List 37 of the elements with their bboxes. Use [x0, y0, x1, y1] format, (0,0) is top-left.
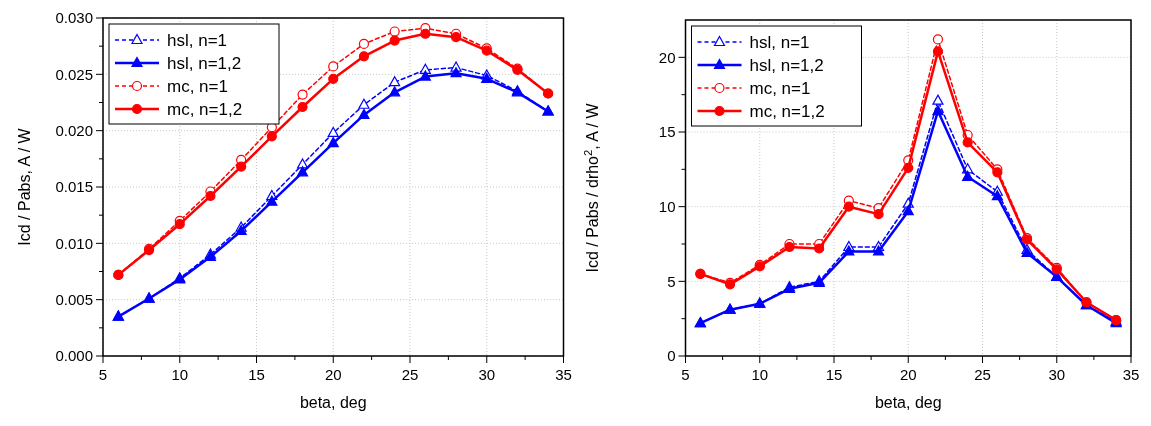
x-tick-label: 15	[248, 366, 265, 383]
x-tick-label: 35	[1122, 366, 1140, 383]
x-tick-label: 5	[681, 366, 690, 383]
legend-label: mc, n=1,2	[167, 99, 243, 119]
y-tick-label: 0.005	[55, 290, 93, 308]
y-tick-label: 20	[658, 48, 676, 66]
x-axis-title: beta, deg	[874, 394, 942, 411]
x-tick-label: 15	[825, 366, 843, 383]
x-tick-label: 10	[751, 366, 769, 383]
x-tick-label: 10	[171, 366, 189, 383]
y-tick-label: 0.030	[55, 9, 93, 27]
legend-label: hsl, n=1,2	[167, 53, 242, 73]
y-tick-label: 0.020	[55, 121, 93, 139]
y-tick-label: 0.000	[55, 347, 93, 365]
x-axis-title: beta, deg	[299, 394, 367, 411]
x-tick-label: 30	[478, 366, 496, 383]
y-tick-label: 0	[667, 347, 676, 365]
y-tick-label: 0.010	[55, 234, 93, 252]
legend-label: mc, n=1	[749, 78, 811, 98]
x-tick-label: 25	[401, 366, 419, 383]
y-tick-label: 0.025	[55, 65, 93, 83]
legend-label: hsl, n=1	[167, 30, 228, 50]
legend-label: hsl, n=1,2	[749, 55, 824, 75]
x-tick-label: 5	[98, 366, 108, 383]
x-tick-label: 30	[1048, 366, 1066, 383]
y-tick-label: 5	[667, 272, 676, 290]
x-tick-label: 25	[974, 366, 991, 383]
y-tick-label: 10	[658, 197, 676, 215]
x-tick-label: 20	[324, 366, 342, 383]
legend-label: mc, n=1,2	[749, 101, 825, 121]
x-tick-label: 20	[899, 366, 917, 383]
y-axis-title: Icd / Pabs, A / W	[16, 127, 33, 246]
legend-label: mc, n=1	[167, 76, 228, 96]
x-tick-label: 35	[555, 366, 572, 383]
y-tick-label: 15	[658, 123, 676, 141]
legend-label: hsl, n=1	[749, 32, 810, 52]
y-tick-label: 0.015	[55, 178, 93, 196]
